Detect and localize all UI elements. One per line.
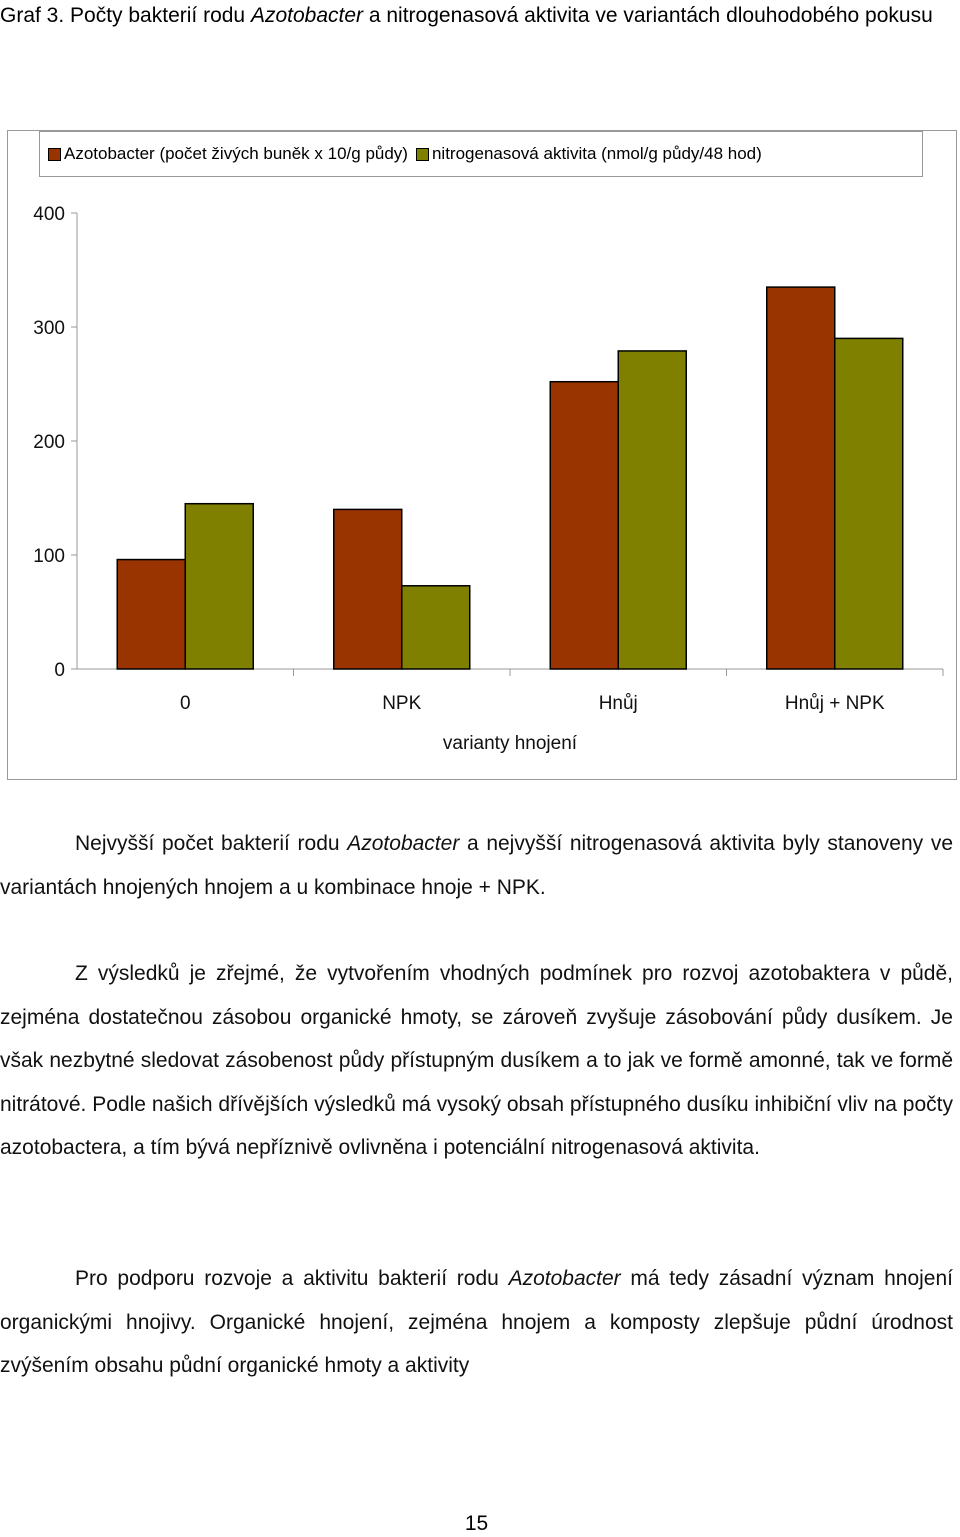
p1-text-a: Nejvyšší počet bakterií rodu	[75, 832, 348, 855]
bar-nitrogenase	[617, 350, 687, 670]
y-tick-label: 300	[33, 318, 65, 339]
legend-item-azotobacter: Azotobacter (počet živých buněk x 10/g p…	[48, 144, 408, 164]
bar-nitrogenase	[401, 585, 471, 670]
caption-text-end: a nitrogenasová aktivita ve variantách d…	[363, 4, 933, 27]
legend-label-nitrogenase: nitrogenasová aktivita (nmol/g půdy/48 h…	[431, 144, 762, 163]
legend-item-nitrogenase: nitrogenasová aktivita (nmol/g půdy/48 h…	[415, 144, 762, 164]
page-number: 15	[464, 1512, 489, 1535]
x-axis-title: varianty hnojení	[443, 733, 578, 754]
bar-azotobacter	[333, 508, 403, 670]
x-tick-label: Hnůj + NPK	[785, 693, 885, 714]
x-tick-label: Hnůj	[599, 693, 638, 714]
p1-genus: Azotobacter	[347, 832, 460, 855]
paragraph-1: Nejvyšší počet bakterií rodu Azotobacter…	[0, 822, 953, 909]
y-tick-label: 400	[33, 204, 65, 225]
bar-chart: 0 100 200 300 400 0 NPK Hnůj Hnůj + NPK varianty …	[33, 204, 944, 754]
p2-text: Z výsledků je zřejmé, že vytvořením vhod…	[0, 962, 953, 1159]
chart-frame	[7, 130, 957, 780]
paragraph-3: Pro podporu rozvoje a aktivitu bakterií …	[0, 1257, 953, 1388]
bar-azotobacter	[549, 380, 619, 670]
bar-azotobacter	[116, 558, 186, 670]
p3-genus: Azotobacter	[508, 1267, 621, 1290]
caption-text: Graf 3. Počty bakterií rodu	[0, 4, 251, 27]
bar-azotobacter	[766, 286, 836, 670]
x-tick-label: NPK	[382, 693, 421, 714]
p3-text-b: má tedy zásadní význam hnojení organický…	[0, 1267, 954, 1377]
y-tick-label: 100	[33, 546, 65, 567]
y-tick-label: 200	[33, 432, 65, 453]
legend-swatch-azotobacter	[48, 147, 61, 161]
legend-swatch-nitrogenase	[415, 147, 429, 161]
p1-text-b: a nejvyšší nitrogenasová aktivita byly s…	[0, 832, 954, 899]
chart-legend: Azotobacter (počet živých buněk x 10/g p…	[39, 131, 923, 177]
figure-caption: Graf 3. Počty bakterií rodu Azotobacter …	[0, 0, 955, 38]
y-tick-label: 0	[54, 660, 65, 681]
bar-nitrogenase	[834, 337, 904, 670]
legend-label-azotobacter: Azotobacter (počet živých buněk x 10/g p…	[64, 144, 408, 163]
p3-text-a: Pro podporu rozvoje a aktivitu bakterií …	[75, 1267, 509, 1290]
caption-genus: Azotobacter	[250, 4, 364, 27]
bar-nitrogenase	[184, 502, 254, 670]
x-tick-label: 0	[180, 693, 191, 714]
paragraph-2: Z výsledků je zřejmé, že vytvořením vhod…	[0, 952, 953, 1170]
